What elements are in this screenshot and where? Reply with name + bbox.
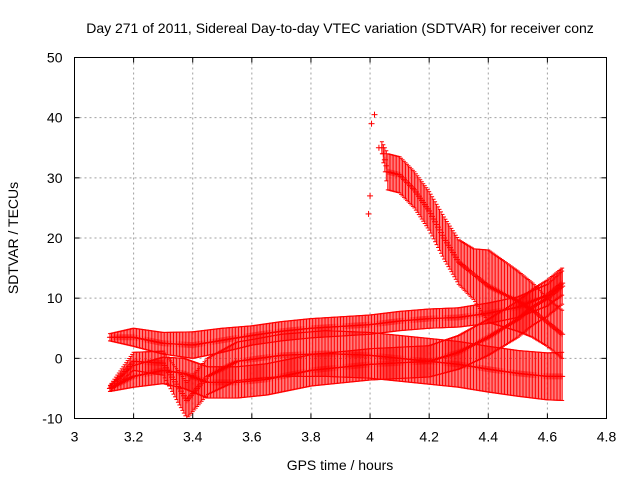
data-point [126, 358, 133, 375]
data-point [198, 364, 205, 402]
data-point [210, 354, 217, 393]
data-point [194, 369, 201, 407]
chart-title: Day 271 of 2011, Sidereal Day-to-day VTE… [86, 20, 594, 36]
data-point [167, 360, 174, 390]
data-point [121, 364, 128, 379]
series-track-lower [106, 330, 566, 419]
data-point [557, 268, 564, 306]
data-point [213, 352, 220, 391]
data-point [559, 267, 566, 305]
data-point [170, 364, 177, 395]
data-point [223, 347, 230, 386]
data-point [180, 377, 187, 414]
plot-area [106, 111, 566, 419]
data-point [205, 357, 212, 395]
data-point [120, 366, 127, 381]
grid [74, 57, 607, 419]
data-point [226, 345, 233, 385]
data-point [211, 353, 218, 392]
